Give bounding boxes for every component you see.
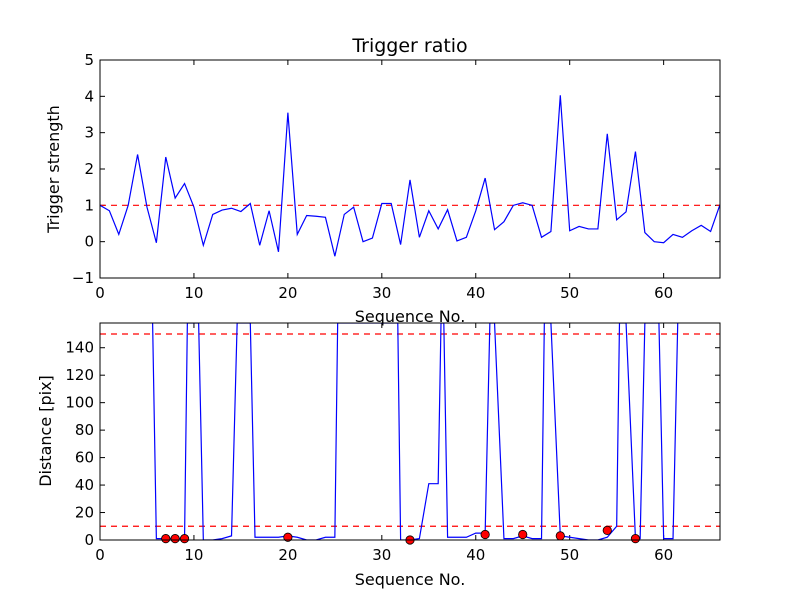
data-point-marker [630,534,641,544]
x-tick-label: 0 [95,284,105,302]
data-point-marker [602,525,612,535]
y-tick-label: 40 [75,476,94,494]
y-tick-label: 4 [84,87,94,105]
y-tick-label: 0 [84,531,94,549]
y-tick-label: 2 [84,160,94,178]
chart-title: Trigger ratio [351,35,467,57]
y-tick-label: 20 [75,504,94,522]
y-tick-label: 5 [84,51,94,69]
x-tick-label: 30 [372,284,391,302]
x-axis-label: Sequence No. [355,570,466,589]
y-tick-label: −1 [72,269,94,287]
x-tick-label: 20 [278,546,297,564]
y-tick-label: 120 [65,366,94,384]
series-line [100,95,720,257]
x-tick-label: 40 [466,546,485,564]
x-tick-label: 10 [184,284,203,302]
x-tick-label: 60 [654,546,673,564]
x-tick-label: 0 [95,546,105,564]
data-point-marker [179,534,190,544]
x-tick-label: 50 [560,284,579,302]
plot-area [100,95,720,257]
y-tick-label: 60 [75,449,94,467]
data-point-marker [518,529,528,540]
data-point-marker [170,534,180,544]
y-tick-label: 100 [65,394,94,412]
axes-frame [99,59,721,279]
y-tick-label: 1 [84,196,94,214]
data-point-marker [161,534,171,544]
y-tick-label: 140 [65,339,94,357]
axes-frame [99,322,721,541]
y-tick-label: 3 [84,124,94,142]
x-tick-label: 20 [278,284,297,302]
data-point-marker [480,529,490,540]
data-point-marker [555,531,565,541]
y-axis-label: Trigger strength [44,105,63,234]
x-tick-label: 60 [654,284,673,302]
y-axis-label: Distance [pix] [36,375,55,487]
tick-layer: 0 10 20 30 40 50 60 0 20 40 60 80 100 120 140 [65,323,720,564]
x-axis-label: Sequence No. [355,307,466,326]
y-tick-label: 0 [84,233,94,251]
panel-distance: 0 10 20 30 40 50 60 0 20 40 60 80 100 120 140 Sequence… [36,323,720,589]
data-point-marker [283,532,293,542]
x-tick-label: 40 [466,284,485,302]
y-tick-label: 80 [75,421,94,439]
x-tick-label: 10 [184,546,203,564]
x-tick-label: 50 [560,546,579,564]
x-tick-label: 30 [372,546,391,564]
